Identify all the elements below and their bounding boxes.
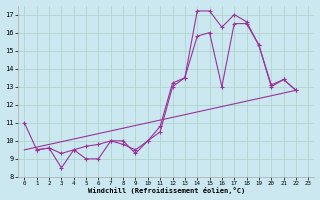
- X-axis label: Windchill (Refroidissement éolien,°C): Windchill (Refroidissement éolien,°C): [88, 187, 245, 194]
